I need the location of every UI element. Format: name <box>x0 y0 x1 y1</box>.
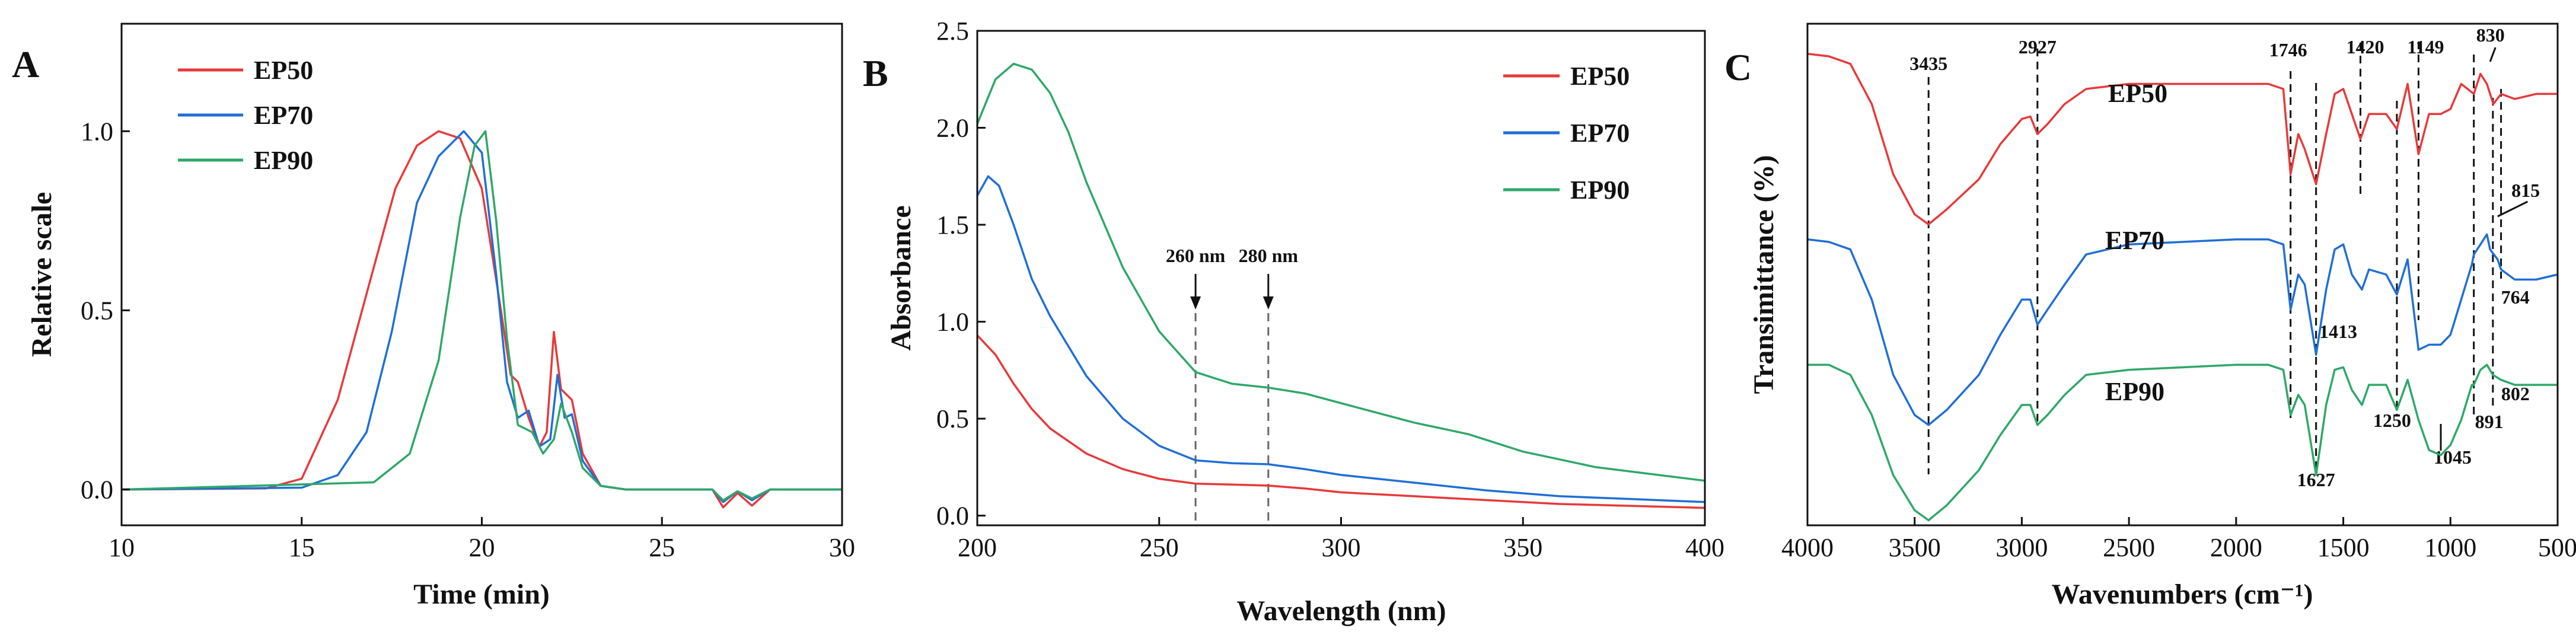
panel-c-xtick-label: 1000 <box>2424 533 2476 562</box>
panel-c-ticks: 4000 3500 3000 2500 2000 1500 1000 500 <box>1781 517 2576 562</box>
panel-c-peak-label: 3435 <box>1909 53 1947 74</box>
panel-b-legend: EP50 EP70 EP90 <box>1503 62 1630 205</box>
panel-b-series-group <box>976 62 1705 509</box>
panel-c-series-line-ep50 <box>1807 53 2558 226</box>
panel-a-ticks: 10 15 20 25 30 0.0 0.5 1.0 <box>81 117 855 562</box>
panel-b-annotation-arrow-head <box>1263 296 1274 309</box>
panel-a-ylabel: Relative scale <box>26 192 58 358</box>
panel-a-series-line-ep90 <box>121 130 842 502</box>
panel-c-frame <box>1806 23 2559 526</box>
panel-b-series-line-ep90 <box>976 62 1705 482</box>
panel-a-xlabel: Time (min) <box>413 579 550 610</box>
panel-b-ytick-label: 1.0 <box>936 308 969 337</box>
panel-c-letter: C <box>1724 46 1752 88</box>
panel-a-ytick-label: 1.0 <box>81 117 113 146</box>
panel-c-peak-label: 1250 <box>2373 410 2411 431</box>
panel-b-ytick-label: 0.5 <box>936 404 969 433</box>
panel-a-legend-label-ep90: EP90 <box>254 146 313 175</box>
panel-a-frame <box>120 23 843 526</box>
panel-a-series-line-ep50 <box>121 130 842 509</box>
panel-b-annotation-label: 280 nm <box>1239 245 1299 266</box>
panel-c-peak-label: 802 <box>2501 383 2530 404</box>
panel-b: B 260 nm 280 nm 200 250 300 350 400 0.0 0.5 1.0 1… <box>863 17 1724 627</box>
panel-c-peak-label: 1746 <box>2269 39 2307 60</box>
panel-a-xtick-label: 25 <box>649 533 675 562</box>
panel-b-legend-label-ep70: EP70 <box>1570 119 1630 148</box>
panel-b-series-line-ep50 <box>976 334 1705 509</box>
panel-c-xtick-label: 2000 <box>2210 533 2262 562</box>
panel-c-xtick-label: 500 <box>2538 533 2576 562</box>
panel-b-xlabel: Wavelength (nm) <box>1236 595 1446 627</box>
panel-c-peak-arrow <box>2497 200 2529 218</box>
panel-c-ylabel: Transimittance (%) <box>1748 155 1780 394</box>
panel-a-series-group <box>121 130 842 509</box>
panel-b-xtick-label: 350 <box>1503 533 1542 562</box>
panel-b-ytick-label: 1.5 <box>936 210 969 240</box>
panel-a: A 10 15 20 25 30 0.0 0.5 1.0 EP50 EP70 EP90 Time … <box>12 23 855 610</box>
panel-b-ytick-label: 0.0 <box>936 502 969 531</box>
panel-b-xtick-label: 400 <box>1685 533 1724 562</box>
panel-b-legend-label-ep90: EP90 <box>1570 175 1630 205</box>
panel-a-legend-label-ep70: EP70 <box>254 101 313 130</box>
panel-b-letter: B <box>863 52 888 94</box>
panel-a-xtick-label: 15 <box>289 533 315 562</box>
panel-c-series-line-ep90 <box>1807 363 2558 522</box>
panel-b-frame <box>976 30 1706 526</box>
panel-a-xtick-label: 20 <box>469 533 495 562</box>
panel-c-peak-label: 830 <box>2476 24 2505 46</box>
panel-c-xlabel: Wavenumbers (cm⁻¹) <box>2052 579 2313 610</box>
panel-b-ylabel: Absorbance <box>885 205 917 350</box>
panel-c-xtick-label: 3000 <box>1995 533 2048 562</box>
panel-c-peak-label: 1149 <box>2407 36 2444 58</box>
panel-b-legend-label-ep50: EP50 <box>1570 62 1630 91</box>
panel-a-ytick-label: 0.0 <box>81 476 113 505</box>
panel-c-series-label-ep90: EP90 <box>2105 377 2164 406</box>
panel-c-peak-label: 1420 <box>2346 36 2384 58</box>
panel-c-series-label-ep70: EP70 <box>2105 226 2164 255</box>
panel-c-peak-label: 764 <box>2501 286 2530 308</box>
panel-c-peak-label: 891 <box>2475 411 2504 432</box>
panel-c-peak-label: 1413 <box>2319 321 2357 342</box>
panel-c-series-line-ep70 <box>1807 233 2558 426</box>
panel-b-annotation-label: 260 nm <box>1166 245 1226 266</box>
panel-c-peak-arrow <box>2489 47 2497 62</box>
panel-b-xtick-label: 200 <box>958 533 997 562</box>
panel-c-xtick-label: 1500 <box>2317 533 2370 562</box>
panel-a-xtick-label: 30 <box>829 533 855 562</box>
panel-c-series-label-ep50: EP50 <box>2108 79 2167 108</box>
panel-c-series-group <box>1807 53 2558 522</box>
panel-b-ytick-label: 2.5 <box>936 17 969 46</box>
panel-b-annotations: 260 nm 280 nm <box>1166 245 1298 525</box>
panel-a-ytick-label: 0.5 <box>81 296 113 325</box>
panel-a-xtick-label: 10 <box>109 533 135 562</box>
panel-c-xtick-label: 2500 <box>2103 533 2155 562</box>
panel-b-annotation-arrow-head <box>1190 296 1201 309</box>
panel-c-peak-label: 815 <box>2511 180 2540 201</box>
panel-b-ticks: 200 250 300 350 400 0.0 0.5 1.0 1.5 2.0 2.5 <box>936 17 1724 562</box>
panel-c-xtick-label: 3500 <box>1889 533 1941 562</box>
panel-b-series-line-ep70 <box>976 175 1705 503</box>
panel-a-letter: A <box>12 43 39 85</box>
panel-a-legend: EP50 EP70 EP90 <box>178 56 313 175</box>
panel-c-series-labels: EP50 EP70 EP90 <box>2105 79 2167 406</box>
panel-b-xtick-label: 250 <box>1140 533 1179 562</box>
panel-b-ytick-label: 2.0 <box>936 114 969 143</box>
panel-b-xtick-label: 300 <box>1322 533 1361 562</box>
panel-c-xtick-label: 4000 <box>1781 533 1834 562</box>
panel-c-peak-label: 1045 <box>2434 446 2472 468</box>
panel-a-legend-label-ep50: EP50 <box>254 56 313 85</box>
panel-c-peak-label: 2927 <box>2019 36 2057 58</box>
